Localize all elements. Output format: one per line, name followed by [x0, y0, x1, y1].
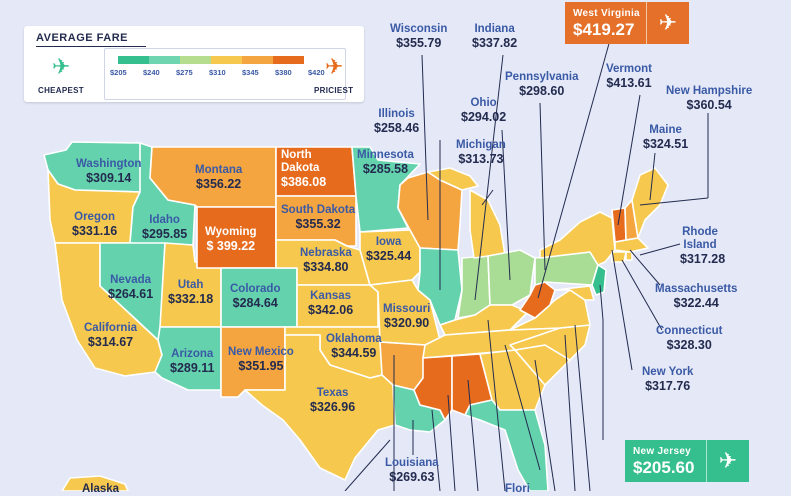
legend-cheapest-label: CHEAPEST	[38, 86, 84, 95]
state-west-virginia	[519, 281, 556, 319]
legend-swatch	[180, 56, 211, 64]
legend-priciest-label: PRICIEST	[314, 86, 354, 95]
legend-title: AVERAGE FARE	[36, 32, 146, 47]
legend-tick: $240	[143, 68, 160, 77]
legend-swatch	[149, 56, 180, 64]
legend-tick: $420	[308, 68, 325, 77]
state-massachusetts	[614, 237, 649, 253]
state-alaska	[61, 475, 129, 491]
state-maryland	[554, 285, 595, 301]
callout-west-virginia-fare: $419.27	[573, 20, 635, 39]
airplane-icon: ✈	[646, 2, 689, 44]
legend-swatch	[242, 56, 273, 64]
state-texas	[244, 334, 396, 481]
airplane-icon: ✈	[52, 54, 71, 79]
legend-color-scale	[118, 56, 304, 64]
callout-west-virginia-name: West Virginia	[573, 8, 640, 19]
legend-tick: $205	[110, 68, 127, 77]
legend-tick: $380	[275, 68, 292, 77]
callout-new-jersey-fare: $205.60	[633, 458, 695, 477]
state-iowa	[359, 229, 421, 286]
state-colorado	[220, 267, 298, 328]
airplane-icon: ✈	[706, 440, 749, 482]
state-north-dakota	[275, 146, 357, 197]
state-montana	[149, 146, 277, 208]
state-wyoming	[196, 206, 277, 269]
state-vermont	[611, 207, 627, 243]
legend-tick: $310	[209, 68, 226, 77]
legend-swatch	[118, 56, 149, 64]
callout-west-virginia: West Virginia $419.27 ✈	[565, 2, 689, 44]
airplane-icon: ✈	[325, 54, 344, 79]
state-new-mexico	[220, 326, 286, 398]
state-arizona	[154, 326, 222, 391]
legend-scale-frame	[104, 48, 346, 100]
state-connecticut	[611, 251, 627, 263]
callout-new-jersey: New Jersey $205.60 ✈	[625, 440, 749, 482]
state-rhode-island	[625, 251, 633, 261]
legend-swatch	[273, 56, 304, 64]
legend-tick: $275	[176, 68, 193, 77]
legend-swatch	[211, 56, 242, 64]
state-south-dakota	[275, 195, 357, 247]
state-kansas	[296, 284, 379, 328]
state-new-jersey	[591, 264, 607, 296]
leader-lines	[344, 39, 709, 491]
callout-new-jersey-name: New Jersey	[633, 446, 692, 457]
state-maine	[631, 167, 669, 239]
state-florida	[464, 399, 549, 491]
legend-ticks: $205 $240 $275 $310 $345 $380 $420	[110, 68, 340, 80]
state-michigan	[469, 189, 506, 259]
legend-panel: AVERAGE FARE ✈ ✈ $205 $240 $275 $310 $34…	[24, 26, 364, 102]
legend-tick: $345	[242, 68, 259, 77]
